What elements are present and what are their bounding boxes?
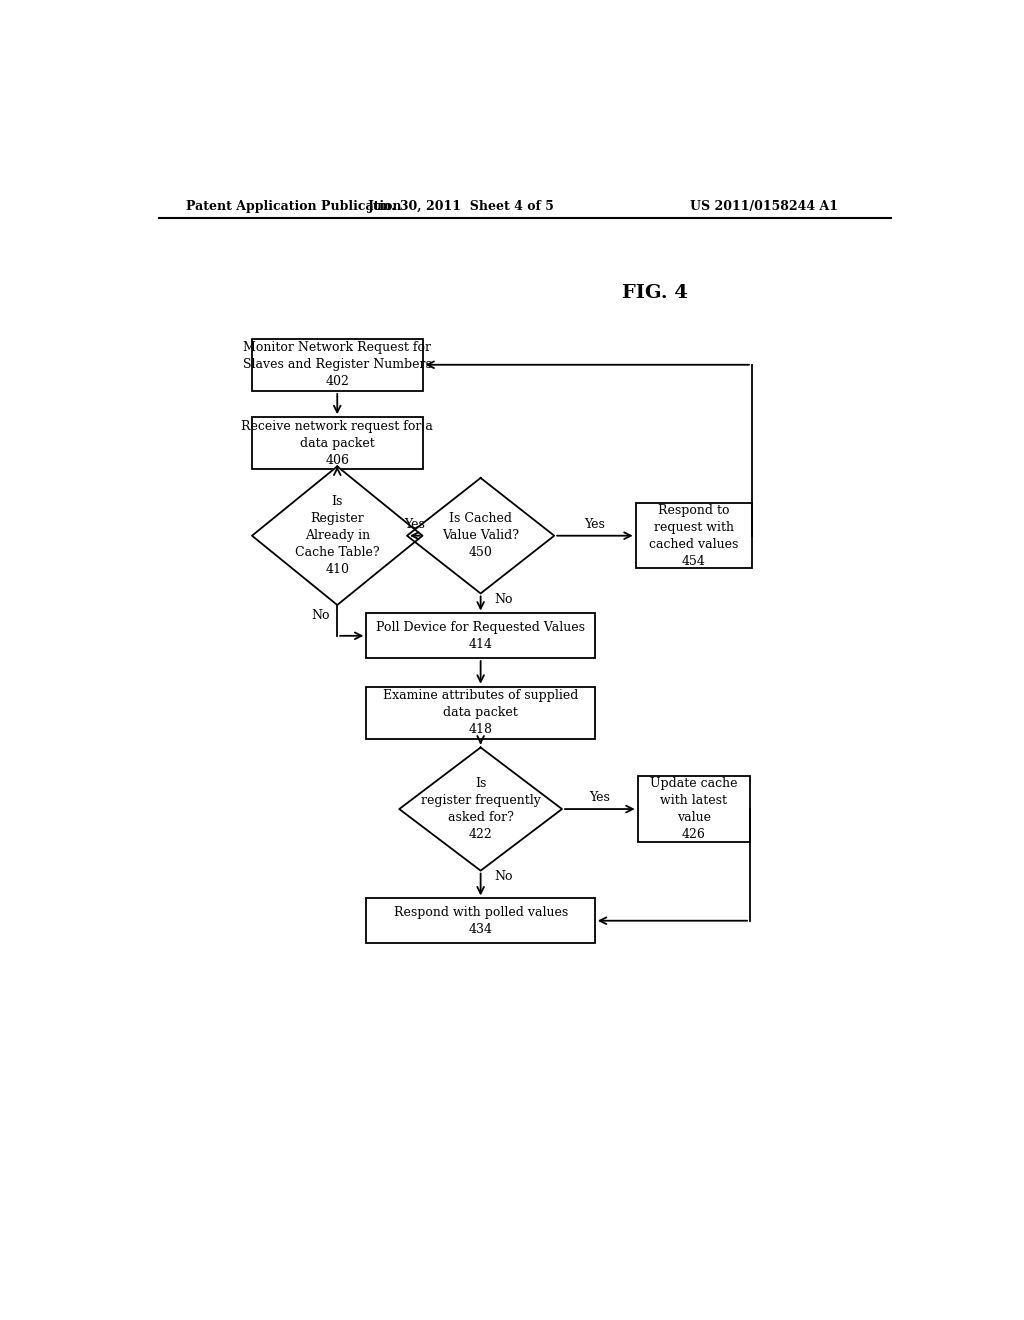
Text: Patent Application Publication: Patent Application Publication [186,199,401,213]
Bar [636,503,752,569]
Text: Yes: Yes [404,517,425,531]
Bar [367,614,595,659]
Text: No: No [495,593,513,606]
Text: Is
Register
Already in
Cache Table?
410: Is Register Already in Cache Table? 410 [295,495,380,577]
Text: Is Cached
Value Valid?
450: Is Cached Value Valid? 450 [442,512,519,560]
Text: Examine attributes of supplied
data packet
418: Examine attributes of supplied data pack… [383,689,579,737]
Bar [252,339,423,391]
Text: Poll Device for Requested Values
414: Poll Device for Requested Values 414 [376,620,585,651]
Text: Update cache
with latest
value
426: Update cache with latest value 426 [650,777,737,841]
Text: Jun. 30, 2011  Sheet 4 of 5: Jun. 30, 2011 Sheet 4 of 5 [368,199,555,213]
Text: Respond with polled values
434: Respond with polled values 434 [393,906,567,936]
Text: FIG. 4: FIG. 4 [622,284,688,302]
Bar [638,776,750,842]
Bar [367,686,595,739]
Text: Is
register frequently
asked for?
422: Is register frequently asked for? 422 [421,777,541,841]
Text: US 2011/0158244 A1: US 2011/0158244 A1 [689,199,838,213]
Text: No: No [495,870,513,883]
Text: Receive network request for a
data packet
406: Receive network request for a data packe… [242,420,433,467]
Text: Yes: Yes [585,517,605,531]
Bar [252,417,423,470]
Polygon shape [399,747,562,871]
Bar [367,899,595,942]
Text: Respond to
request with
cached values
454: Respond to request with cached values 45… [649,504,738,568]
Polygon shape [407,478,554,594]
Polygon shape [252,466,423,605]
Text: Yes: Yes [590,792,610,804]
Text: Monitor Network Request for
Slaves and Register Numbers
402: Monitor Network Request for Slaves and R… [243,342,432,388]
Text: No: No [311,609,330,622]
